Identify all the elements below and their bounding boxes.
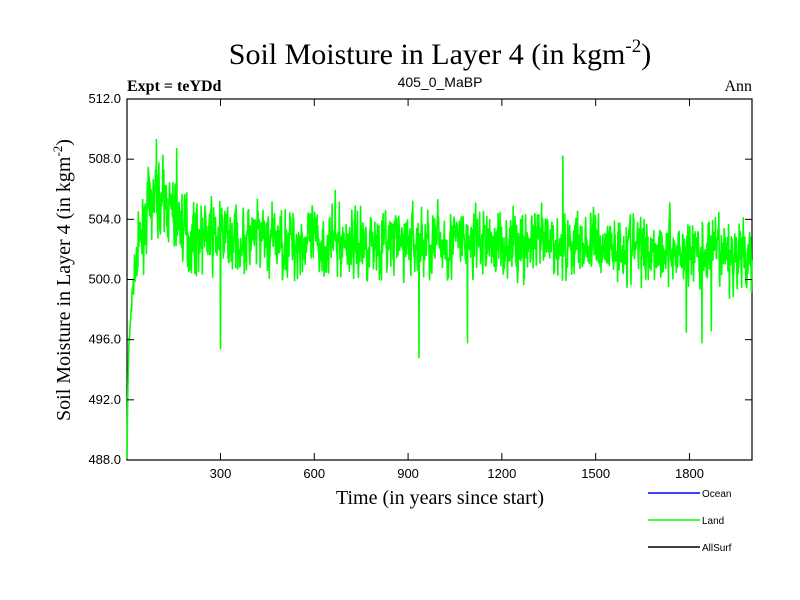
series-line-land	[126, 138, 753, 459]
y-axis-ticks: 488.0 492.0 496.0 500.0 504.0 508.0 512.0	[88, 91, 752, 467]
y-tick-label: 508.0	[88, 151, 121, 166]
legend: Ocean Land AllSurf	[648, 489, 732, 554]
x-tick-label: 1200	[487, 466, 516, 481]
data-layer	[126, 138, 753, 459]
y-tick-label: 496.0	[88, 332, 121, 347]
y-tick-label: 488.0	[88, 452, 121, 467]
y-tick-label: 492.0	[88, 392, 121, 407]
x-tick-label: 600	[303, 466, 325, 481]
subtitle-experiment: Expt = teYDd	[127, 78, 222, 95]
subtitle-run-id: 405_0_MaBP	[398, 74, 483, 90]
y-axis-label: Soil Moisture in Layer 4 (in kgm-2)	[50, 139, 75, 421]
y-tick-label: 512.0	[88, 91, 121, 106]
x-tick-label: 300	[210, 466, 232, 481]
legend-label-ocean: Ocean	[702, 489, 731, 500]
x-tick-label: 1500	[581, 466, 610, 481]
y-tick-label: 500.0	[88, 272, 121, 287]
x-axis-label: Time (in years since start)	[336, 487, 544, 509]
subtitle-period: Ann	[724, 78, 752, 95]
legend-label-land: Land	[702, 516, 724, 527]
legend-label-allsurf: AllSurf	[702, 543, 732, 554]
y-tick-label: 504.0	[88, 211, 121, 226]
chart-title: Soil Moisture in Layer 4 (in kgm-2)	[229, 36, 651, 71]
x-tick-label: 1800	[675, 466, 704, 481]
x-axis-ticks: 300 600 900 1200 1500 1800	[210, 99, 704, 481]
x-tick-label: 900	[397, 466, 419, 481]
